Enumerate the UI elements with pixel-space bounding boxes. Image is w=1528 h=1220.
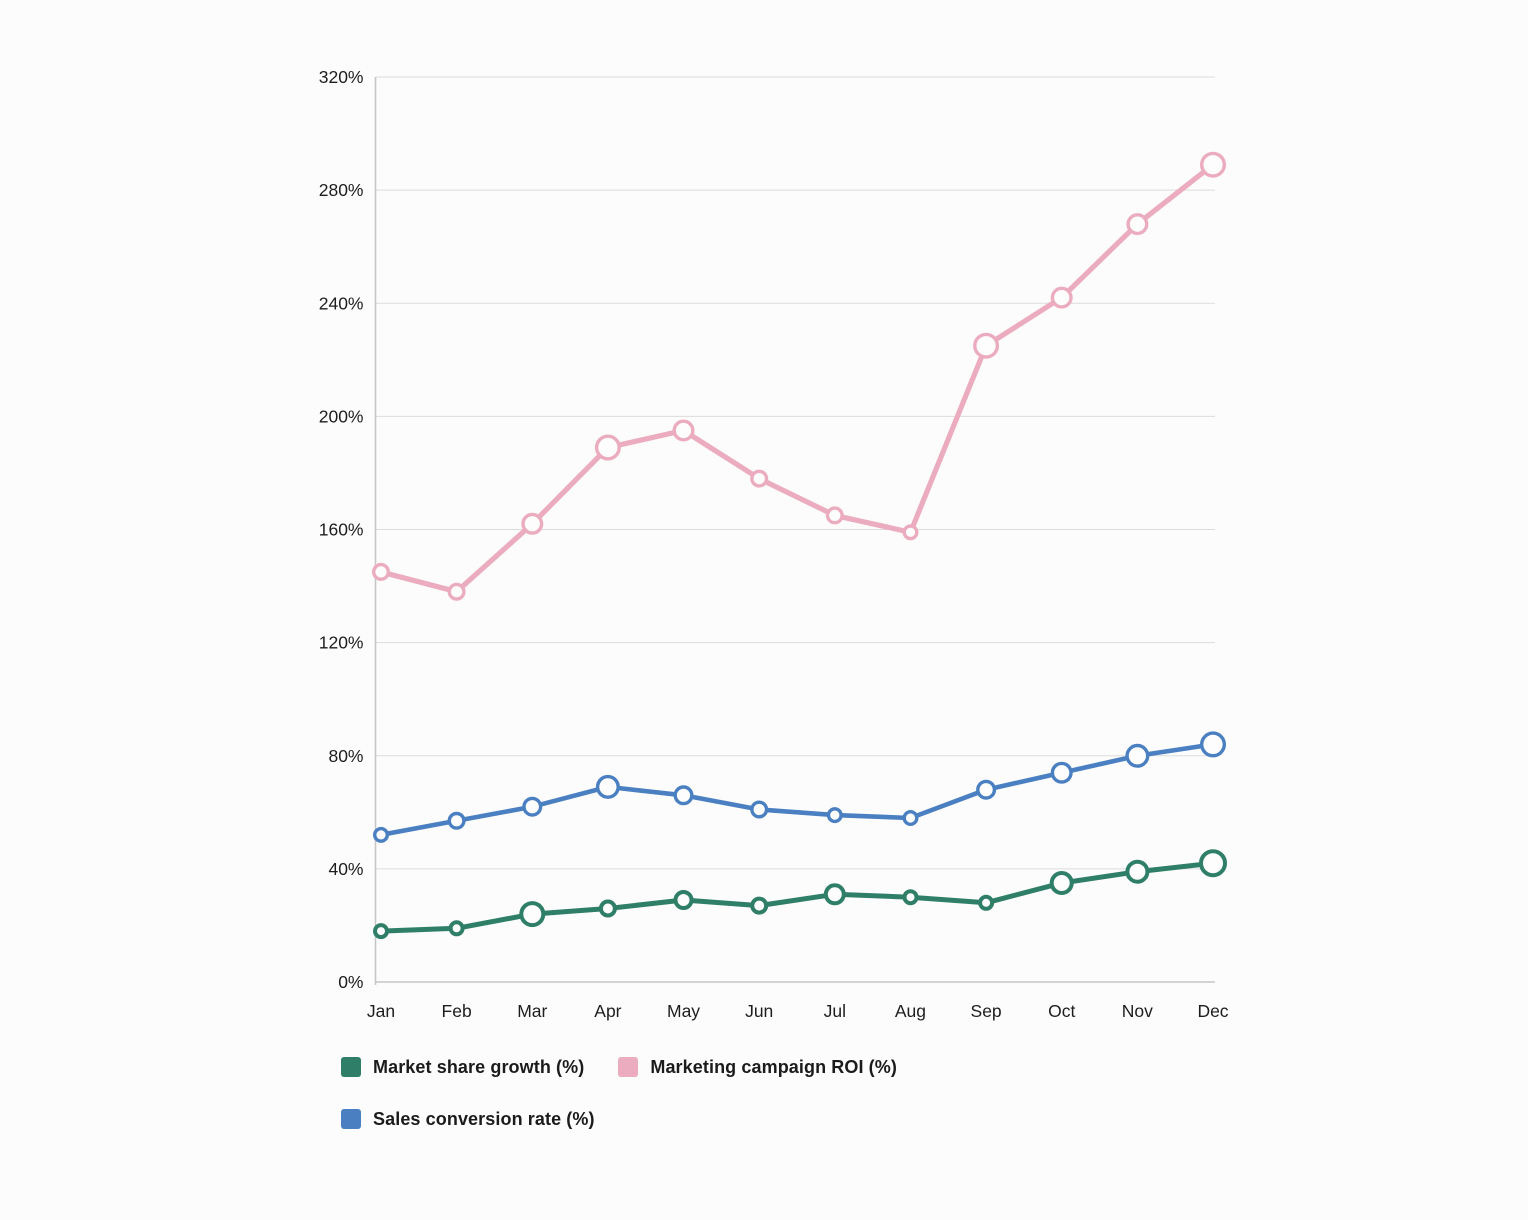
point-marketing-campaign-roi-jul[interactable]: [825, 506, 844, 525]
point-marketing-campaign-roi-jun[interactable]: [750, 469, 769, 488]
point-sales-conversion-rate-nov[interactable]: [1125, 743, 1150, 768]
point-marketing-campaign-roi-apr[interactable]: [594, 434, 621, 461]
legend-item-marketing-campaign-roi[interactable]: Marketing campaign ROI (%): [618, 1056, 897, 1078]
point-marketing-campaign-roi-aug[interactable]: [902, 524, 919, 541]
point-market-share-growth-apr[interactable]: [598, 899, 617, 918]
point-sales-conversion-rate-aug[interactable]: [902, 810, 919, 827]
point-sales-conversion-rate-may[interactable]: [673, 785, 694, 806]
x-tick-label-aug: Aug: [895, 1001, 926, 1021]
y-tick-label-40: 40%: [328, 859, 363, 879]
point-sales-conversion-rate-sep[interactable]: [976, 779, 997, 800]
x-tick-label-jun: Jun: [745, 1001, 773, 1021]
y-tick-label-200: 200%: [319, 406, 364, 426]
point-marketing-campaign-roi-jan[interactable]: [372, 562, 391, 581]
x-tick-label-nov: Nov: [1122, 1001, 1153, 1021]
point-market-share-growth-feb[interactable]: [448, 920, 465, 937]
series-line-marketing-campaign-roi: [378, 162, 1216, 595]
point-sales-conversion-rate-feb[interactable]: [447, 811, 466, 830]
y-tick-label-120: 120%: [319, 633, 364, 653]
point-sales-conversion-rate-mar[interactable]: [522, 796, 543, 817]
y-tick-label-240: 240%: [319, 293, 364, 313]
point-sales-conversion-rate-dec[interactable]: [1199, 731, 1226, 758]
x-tick-label-oct: Oct: [1048, 1001, 1075, 1021]
point-sales-conversion-rate-apr[interactable]: [595, 774, 620, 799]
legend-item-sales-conversion-rate[interactable]: Sales conversion rate (%): [341, 1108, 595, 1130]
x-tick-label-may: May: [667, 1001, 700, 1021]
series-line-sales-conversion-rate: [378, 742, 1216, 838]
y-tick-label-0: 0%: [338, 972, 363, 992]
point-market-share-growth-oct[interactable]: [1049, 871, 1074, 895]
point-marketing-campaign-roi-dec[interactable]: [1199, 151, 1226, 178]
chart-legend: Market share growth (%) Marketing campai…: [341, 1056, 1001, 1130]
x-tick-label-jul: Jul: [824, 1001, 846, 1021]
legend-label-sales-conversion-rate: Sales conversion rate (%): [373, 1108, 595, 1129]
x-tick-label-feb: Feb: [442, 1001, 472, 1021]
point-marketing-campaign-roi-sep[interactable]: [973, 332, 1000, 359]
y-tick-label-80: 80%: [328, 746, 363, 766]
x-tick-label-sep: Sep: [971, 1001, 1002, 1021]
point-market-share-growth-mar[interactable]: [519, 901, 546, 928]
y-tick-label-320: 320%: [319, 67, 364, 87]
point-market-share-growth-sep[interactable]: [978, 894, 995, 911]
x-tick-label-dec: Dec: [1197, 1001, 1228, 1021]
point-market-share-growth-dec[interactable]: [1199, 849, 1227, 878]
point-sales-conversion-rate-oct[interactable]: [1050, 761, 1073, 784]
point-sales-conversion-rate-jul[interactable]: [826, 807, 843, 824]
legend-label-market-share-growth: Market share growth (%): [373, 1056, 585, 1077]
point-sales-conversion-rate-jun[interactable]: [750, 800, 769, 819]
point-market-share-growth-jul[interactable]: [823, 883, 846, 906]
legend-swatch-marketing-campaign-roi: [618, 1057, 639, 1077]
point-market-share-growth-nov[interactable]: [1125, 859, 1150, 884]
point-market-share-growth-may[interactable]: [673, 890, 694, 910]
point-sales-conversion-rate-jan[interactable]: [373, 826, 390, 843]
x-tick-label-apr: Apr: [594, 1001, 621, 1021]
point-marketing-campaign-roi-oct[interactable]: [1050, 286, 1073, 309]
series-line-market-share-growth: [378, 860, 1216, 934]
legend-swatch-sales-conversion-rate: [341, 1109, 361, 1129]
point-market-share-growth-jun[interactable]: [750, 896, 769, 915]
point-marketing-campaign-roi-nov[interactable]: [1126, 213, 1149, 236]
y-tick-label-160: 160%: [319, 520, 364, 540]
y-tick-label-280: 280%: [319, 180, 364, 200]
point-marketing-campaign-roi-feb[interactable]: [447, 582, 466, 601]
x-tick-label-jan: Jan: [367, 1001, 395, 1021]
legend-item-market-share-growth[interactable]: Market share growth (%): [341, 1056, 584, 1078]
x-tick-label-mar: Mar: [517, 1001, 547, 1021]
legend-swatch-market-share-growth: [341, 1057, 361, 1077]
point-market-share-growth-jan[interactable]: [373, 923, 389, 940]
point-marketing-campaign-roi-may[interactable]: [672, 419, 695, 442]
legend-label-marketing-campaign-roi: Marketing campaign ROI (%): [650, 1056, 897, 1077]
point-market-share-growth-aug[interactable]: [902, 889, 919, 906]
point-marketing-campaign-roi-mar[interactable]: [521, 512, 544, 535]
